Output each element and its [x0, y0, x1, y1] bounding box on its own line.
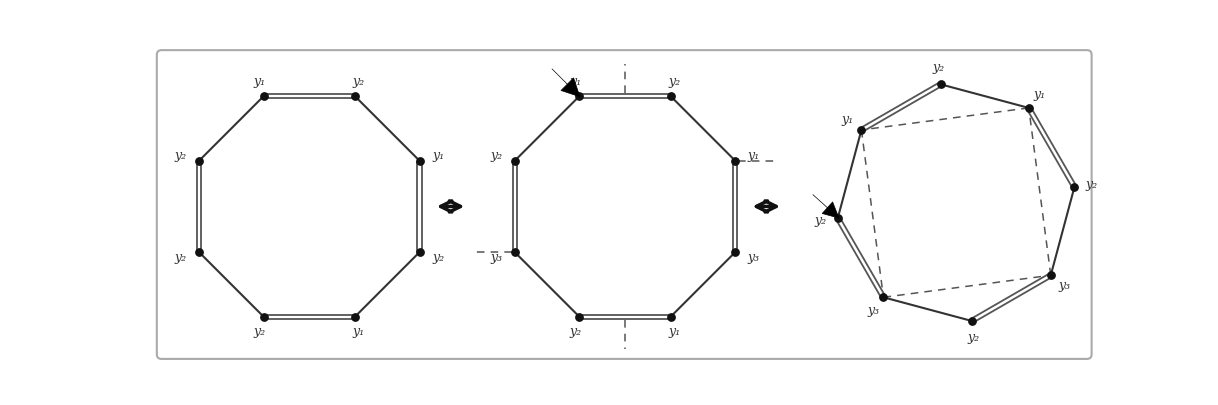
- Text: y₂: y₂: [353, 75, 365, 88]
- Text: y₁: y₁: [748, 149, 760, 162]
- Point: [661, 93, 681, 99]
- Point: [1041, 272, 1061, 279]
- Point: [661, 313, 681, 320]
- Point: [828, 215, 848, 222]
- Text: y₁: y₁: [1033, 88, 1045, 101]
- Text: y₂: y₂: [174, 149, 186, 162]
- Text: y₃: y₃: [867, 304, 879, 317]
- Point: [409, 158, 429, 164]
- FancyBboxPatch shape: [157, 50, 1091, 359]
- Text: y₂: y₂: [1085, 178, 1097, 191]
- Point: [931, 81, 950, 87]
- Point: [570, 313, 590, 320]
- Text: y₁: y₁: [253, 75, 266, 88]
- Point: [345, 313, 364, 320]
- Text: y₂: y₂: [932, 61, 944, 74]
- Point: [253, 313, 273, 320]
- Text: y₂: y₂: [432, 251, 445, 264]
- Text: y₁: y₁: [353, 325, 365, 338]
- Text: y₁: y₁: [669, 325, 681, 338]
- Point: [409, 249, 429, 256]
- Text: y₂: y₂: [174, 251, 186, 264]
- Point: [505, 249, 525, 256]
- Text: y₃: y₃: [1058, 279, 1071, 292]
- Point: [851, 127, 871, 133]
- Text: y₂: y₂: [253, 325, 266, 338]
- Point: [253, 93, 273, 99]
- Text: y₂: y₂: [815, 214, 827, 227]
- Text: y₁: y₁: [842, 113, 854, 126]
- Point: [1019, 104, 1039, 111]
- Point: [873, 294, 893, 301]
- Point: [726, 249, 745, 256]
- Text: y₁: y₁: [569, 75, 581, 88]
- Text: y₃: y₃: [490, 251, 502, 264]
- Point: [189, 249, 208, 256]
- Text: y₁: y₁: [432, 149, 445, 162]
- Point: [505, 158, 525, 164]
- Point: [189, 158, 208, 164]
- Text: y₂: y₂: [669, 75, 681, 88]
- Point: [570, 93, 590, 99]
- Point: [962, 318, 982, 324]
- Point: [345, 93, 364, 99]
- Text: y₃: y₃: [748, 251, 760, 264]
- Text: y₂: y₂: [490, 149, 502, 162]
- Text: y₂: y₂: [968, 331, 980, 344]
- Text: y₂: y₂: [569, 325, 581, 338]
- Point: [1065, 184, 1084, 190]
- Point: [726, 158, 745, 164]
